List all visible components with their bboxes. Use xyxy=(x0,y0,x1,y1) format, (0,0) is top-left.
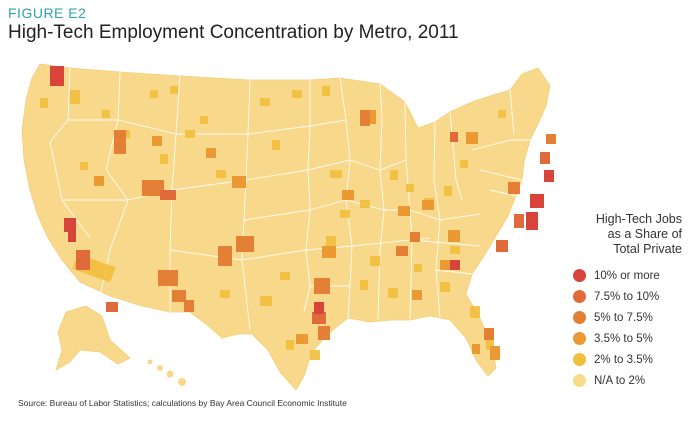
legend-swatch xyxy=(573,269,586,282)
legend-title-line: as a Share of xyxy=(607,227,682,241)
legend-label: N/A to 2% xyxy=(594,374,646,387)
metros-5-to-7p5pct xyxy=(114,110,556,340)
alaska-shape xyxy=(55,305,131,371)
legend-label: 2% to 3.5% xyxy=(594,353,653,366)
legend-item: 2% to 3.5% xyxy=(573,349,688,370)
figure-label: FIGURE E2 xyxy=(8,5,87,21)
legend-item: N/A to 2% xyxy=(573,370,688,391)
legend-item: 10% or more xyxy=(573,265,688,286)
legend-item: 3.5% to 5% xyxy=(573,328,688,349)
legend-swatch xyxy=(573,290,586,303)
metros-7p5-to-10pct xyxy=(76,132,550,324)
legend-label: 5% to 7.5% xyxy=(594,311,653,324)
legend-item: 7.5% to 10% xyxy=(573,286,688,307)
metros-10pct-or-more xyxy=(50,66,554,314)
legend-label: 3.5% to 5% xyxy=(594,332,653,345)
legend-label: 7.5% to 10% xyxy=(594,290,660,303)
figure-title: High-Tech Employment Concentration by Me… xyxy=(8,22,459,43)
hawaii-shape xyxy=(147,359,186,386)
legend-label: 10% or more xyxy=(594,269,660,282)
legend-swatch xyxy=(573,311,586,324)
legend-swatch xyxy=(573,374,586,387)
legend: High-Tech Jobs as a Share of Total Priva… xyxy=(563,212,688,391)
legend-items: 10% or more 7.5% to 10% 5% to 7.5% 3.5% … xyxy=(563,265,688,391)
us-map-svg xyxy=(21,63,556,390)
legend-swatch xyxy=(573,332,586,345)
legend-title-line: High-Tech Jobs xyxy=(595,212,682,226)
us-metro-map xyxy=(10,50,570,390)
legend-title: High-Tech Jobs as a Share of Total Priva… xyxy=(563,212,688,257)
legend-title-line: Total Private xyxy=(613,242,682,256)
legend-item: 5% to 7.5% xyxy=(573,307,688,328)
legend-swatch xyxy=(573,353,586,366)
source-note: Source: Bureau of Labor Statistics; calc… xyxy=(18,398,347,408)
